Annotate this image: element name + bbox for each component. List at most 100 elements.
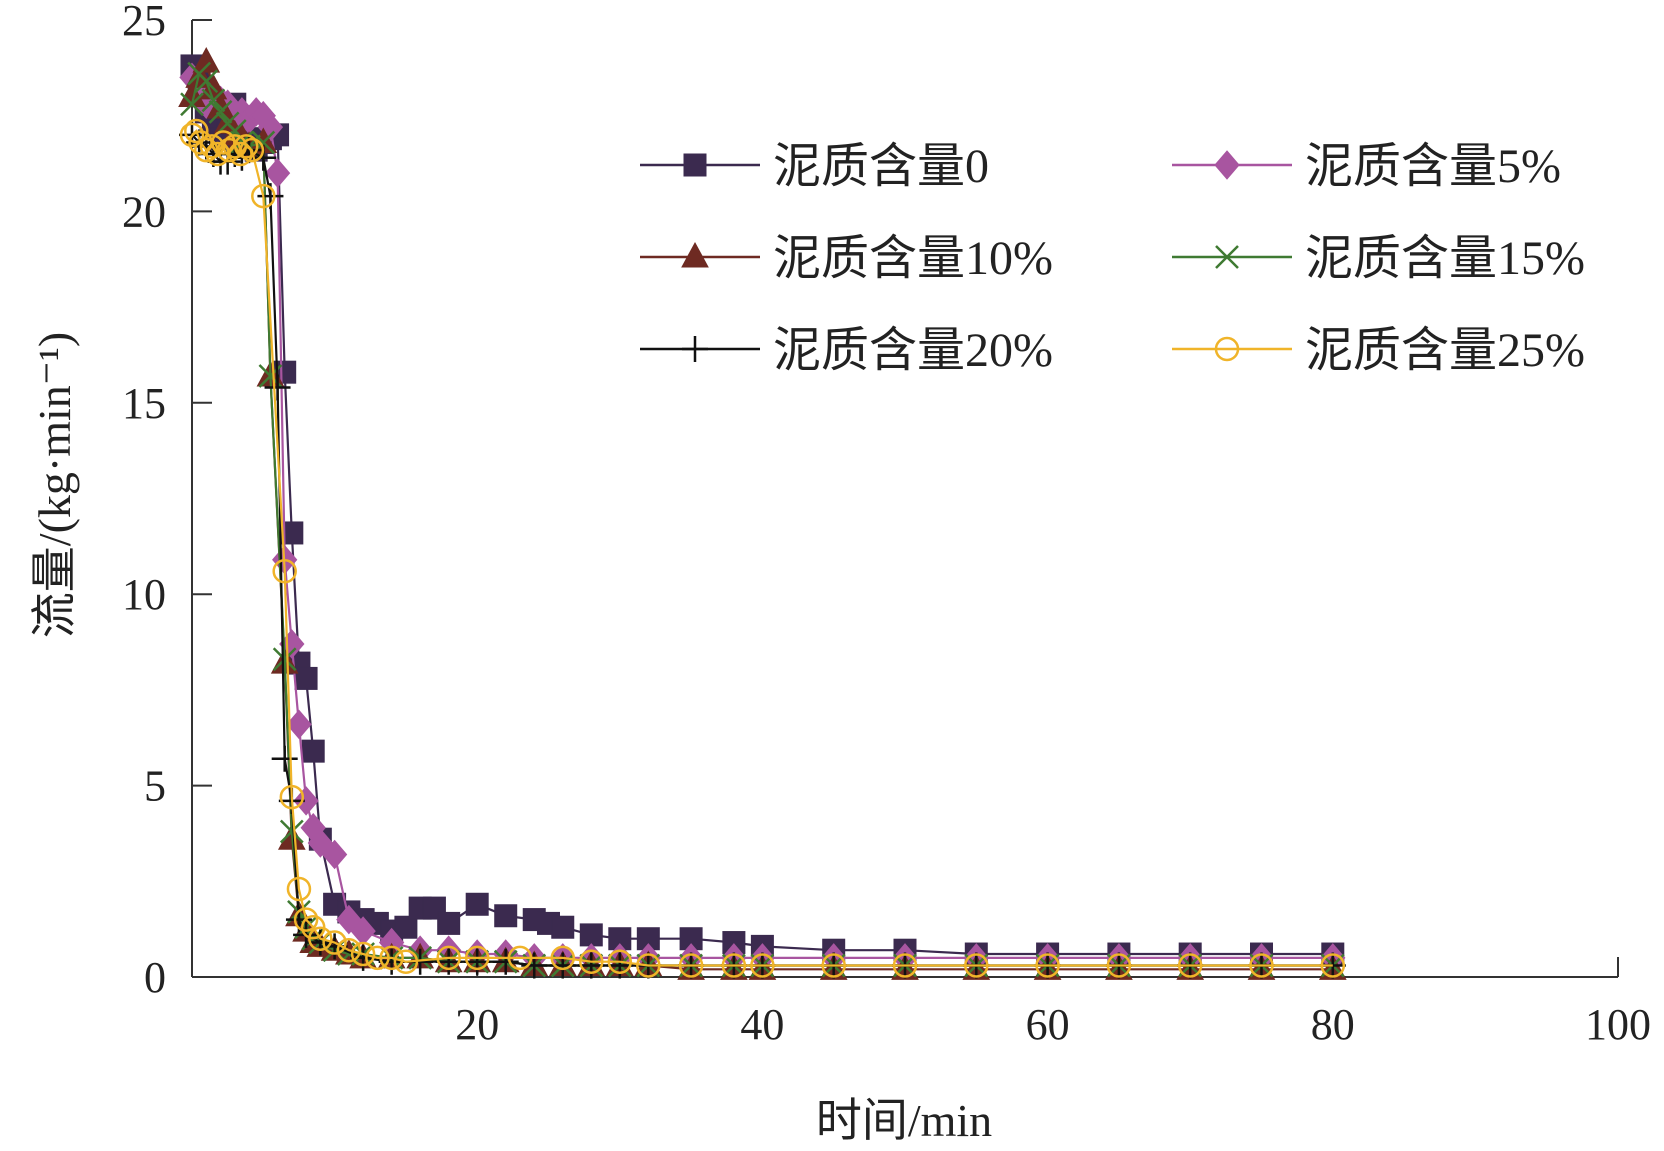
x-tick-label: 20 <box>455 1000 499 1049</box>
data-point <box>550 945 576 971</box>
series-line <box>191 76 1333 960</box>
data-point <box>1177 953 1203 978</box>
legend-item: 泥质含量10% <box>640 232 1053 285</box>
data-point <box>394 915 418 939</box>
data-point <box>322 930 347 955</box>
data-point <box>272 558 297 584</box>
data-point <box>465 892 489 916</box>
data-point <box>607 949 633 974</box>
series-2 <box>178 47 1347 980</box>
series-3 <box>180 61 1345 978</box>
data-point <box>308 926 333 951</box>
data-point <box>721 953 747 978</box>
data-point <box>892 953 918 978</box>
data-point <box>293 907 319 932</box>
data-point <box>264 158 291 188</box>
y-tick-label: 20 <box>122 187 166 236</box>
data-point <box>1214 336 1240 362</box>
data-point <box>365 945 390 971</box>
data-point <box>1035 953 1060 978</box>
data-point <box>211 130 236 155</box>
data-point <box>750 953 775 978</box>
data-point <box>683 153 707 177</box>
data-point <box>606 952 633 979</box>
data-point <box>286 876 312 902</box>
data-point <box>350 944 377 971</box>
data-point <box>464 948 491 975</box>
legend-label: 泥质含量0 <box>773 140 989 193</box>
data-point <box>192 47 221 73</box>
series-1 <box>179 62 1346 973</box>
data-point <box>436 945 461 971</box>
data-point <box>233 134 259 159</box>
data-point <box>271 745 298 772</box>
data-point <box>378 948 405 975</box>
axes: 0 5 10 15 20 25 20 40 60 80 100 <box>122 0 1651 1049</box>
data-point <box>293 786 319 816</box>
y-tick-label: 0 <box>144 953 166 1002</box>
x-tick-label: 100 <box>1585 1000 1651 1049</box>
series-line <box>191 65 1333 956</box>
series-line <box>190 71 1333 967</box>
data-point <box>1106 953 1132 978</box>
data-point <box>379 945 404 971</box>
data-point <box>579 923 603 947</box>
data-point <box>179 122 205 148</box>
series-5 <box>179 118 1346 978</box>
data-point <box>336 937 362 963</box>
data-point <box>180 92 204 117</box>
legend-item: 泥质含量0 <box>640 140 989 193</box>
legend-item: 泥质含量15% <box>1172 232 1585 285</box>
data-point <box>286 709 312 740</box>
y-axis-title: 流量/(kg·min⁻¹) <box>29 332 80 638</box>
legend-item: 泥质含量25% <box>1172 324 1585 377</box>
y-tick-label: 25 <box>122 0 166 45</box>
data-point <box>321 839 348 870</box>
series-line <box>191 129 1333 967</box>
data-point <box>272 647 297 672</box>
data-point <box>507 945 533 971</box>
data-point <box>437 911 461 935</box>
data-point <box>636 953 661 978</box>
data-point <box>264 374 291 401</box>
data-point <box>208 99 233 124</box>
data-point <box>551 915 575 939</box>
data-point <box>178 81 206 108</box>
y-tick-label: 5 <box>144 762 166 811</box>
x-tick-label: 60 <box>1026 1000 1070 1049</box>
legend-item: 泥质含量5% <box>1172 140 1561 193</box>
data-point <box>251 183 276 209</box>
data-point <box>681 241 709 268</box>
data-point <box>494 904 518 928</box>
data-point <box>184 118 209 144</box>
data-point <box>279 819 304 844</box>
series-line <box>190 58 1333 971</box>
data-point <box>222 134 248 159</box>
legend: 泥质含量0 泥质含量5% 泥质含量10% 泥质含量15% 泥质含量20% 泥质含量25% <box>640 140 1585 377</box>
x-tick-label: 40 <box>740 1000 784 1049</box>
legend-item: 泥质含量20% <box>640 324 1053 377</box>
series-layer <box>178 47 1347 980</box>
data-point <box>294 666 318 690</box>
data-point <box>194 69 219 94</box>
data-point <box>279 784 305 810</box>
legend-label: 泥质含量10% <box>773 232 1053 285</box>
y-tick-label: 10 <box>122 570 166 619</box>
data-point <box>821 953 846 978</box>
data-point <box>1249 953 1274 978</box>
legend-label: 泥质含量20% <box>773 324 1053 377</box>
series-0 <box>180 54 1345 966</box>
legend-label: 泥质含量25% <box>1305 324 1585 377</box>
data-point <box>1215 245 1239 269</box>
data-point <box>492 948 519 975</box>
data-point <box>1320 953 1346 978</box>
y-tick-label: 15 <box>122 379 166 428</box>
data-point <box>678 953 704 978</box>
x-tick-label: 80 <box>1311 1000 1355 1049</box>
data-point <box>579 949 604 974</box>
data-point <box>301 739 325 763</box>
data-point <box>307 929 334 956</box>
data-point <box>239 137 265 163</box>
data-point <box>201 88 226 113</box>
